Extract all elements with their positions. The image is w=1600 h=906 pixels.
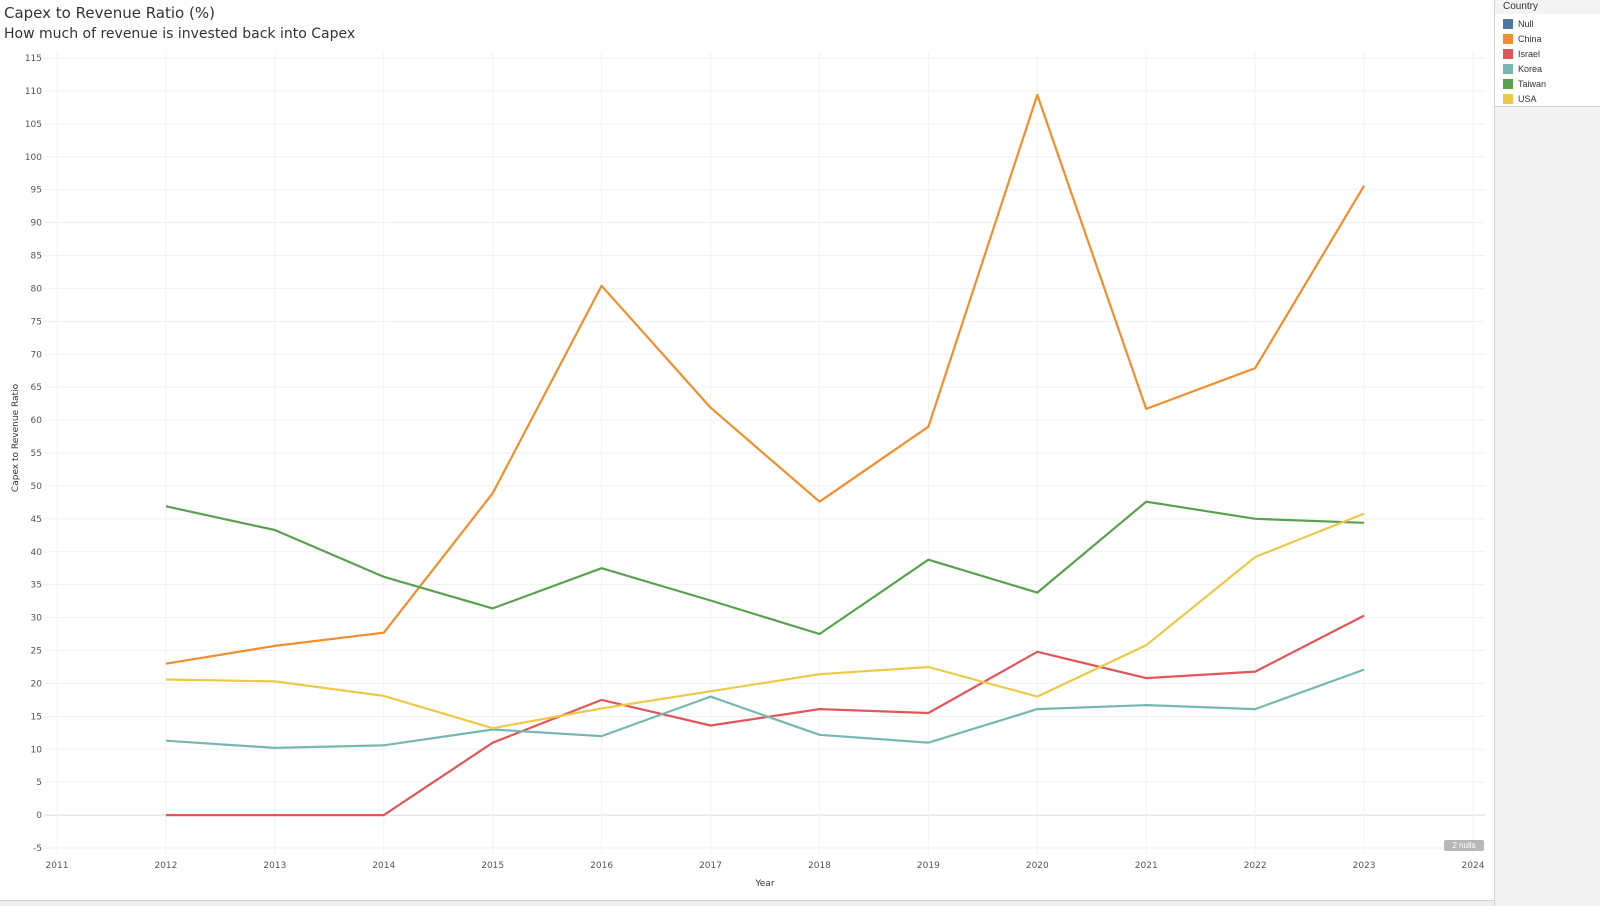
legend-label: USA xyxy=(1518,94,1537,104)
y-tick-label: 105 xyxy=(25,120,42,130)
y-tick-label: 25 xyxy=(31,647,42,657)
chart-title: Capex to Revenue Ratio (%) xyxy=(4,4,215,22)
legend-item-null[interactable]: Null xyxy=(1503,18,1534,30)
y-axis-tick-labels: -5 0 5 10 15 20 25 30 35 40 45 50 55 60 65 70 75 80 85 90 95… xyxy=(25,54,42,854)
y-tick-label: 45 xyxy=(31,515,42,525)
x-tick-label: 2017 xyxy=(699,861,722,871)
x-tick-label: 2014 xyxy=(372,861,395,871)
bottom-scrollbar[interactable] xyxy=(0,900,1494,906)
y-tick-label: 20 xyxy=(31,679,43,689)
x-tick-label: 2011 xyxy=(46,861,69,871)
y-tick-label: 30 xyxy=(31,614,43,624)
y-tick-label: 75 xyxy=(31,317,42,327)
x-tick-label: 2019 xyxy=(917,861,940,871)
y-tick-label: 95 xyxy=(31,186,42,196)
y-tick-label: 5 xyxy=(36,778,42,788)
x-tick-label: 2013 xyxy=(263,861,286,871)
y-tick-label: 90 xyxy=(31,219,43,229)
y-tick-label: 0 xyxy=(36,811,42,821)
legend-label: Korea xyxy=(1518,64,1543,74)
series-line-usa[interactable] xyxy=(165,512,1365,730)
y-tick-label: 115 xyxy=(25,54,42,64)
y-tick-label: 15 xyxy=(31,712,42,722)
series-line-china[interactable] xyxy=(165,93,1366,665)
nulls-indicator-badge[interactable]: 2 nulls xyxy=(1444,840,1484,851)
line-chart: -5 0 5 10 15 20 25 30 35 40 45 50 55 60 65 70 75 80 85 90 95… xyxy=(11,52,1485,889)
legend-label: Israel xyxy=(1518,49,1541,59)
y-tick-label: 110 xyxy=(25,87,42,97)
legend: Country Null China Israel Korea Taiwan USA xyxy=(1494,0,1600,107)
legend-label: China xyxy=(1518,34,1542,44)
x-tick-label: 2016 xyxy=(590,861,613,871)
y-tick-label: 100 xyxy=(25,153,42,163)
series-line-korea[interactable] xyxy=(165,668,1365,750)
x-tick-label: 2021 xyxy=(1135,861,1158,871)
legend-swatch xyxy=(1503,94,1513,104)
legend-swatch xyxy=(1503,64,1513,74)
y-tick-label: 55 xyxy=(31,449,42,459)
legend-header xyxy=(1495,0,1600,14)
legend-item-usa[interactable]: USA xyxy=(1503,93,1537,105)
x-axis-tick-labels: 2011 2012 2013 2014 2015 2016 2017 2018 2019 2020… xyxy=(46,861,1485,871)
y-tick-label: 35 xyxy=(31,581,42,591)
y-tick-label: 65 xyxy=(31,383,42,393)
x-tick-label: 2012 xyxy=(154,861,177,871)
legend-item-china[interactable]: China xyxy=(1503,33,1542,45)
y-tick-label: 80 xyxy=(31,284,43,294)
legend-item-korea[interactable]: Korea xyxy=(1503,63,1542,75)
x-tick-label: 2024 xyxy=(1462,861,1485,871)
y-tick-label: 70 xyxy=(31,350,43,360)
chart-subtitle: How much of revenue is invested back int… xyxy=(4,26,356,42)
legend-item-israel[interactable]: Israel xyxy=(1503,48,1540,60)
y-tick-label: 50 xyxy=(31,482,43,492)
x-tick-label: 2018 xyxy=(808,861,831,871)
x-tick-label: 2022 xyxy=(1244,861,1267,871)
grid-lines xyxy=(44,52,1485,855)
x-tick-label: 2015 xyxy=(481,861,504,871)
legend-swatch xyxy=(1503,79,1513,89)
y-tick-label: 10 xyxy=(31,745,43,755)
x-tick-label: 2020 xyxy=(1026,861,1049,871)
right-side-panel xyxy=(1494,107,1600,906)
x-axis-title: Year xyxy=(754,879,774,889)
series-line-taiwan[interactable] xyxy=(165,500,1365,636)
legend-title: Country xyxy=(1503,1,1539,12)
series-line-israel[interactable] xyxy=(165,614,1365,817)
y-tick-label: 85 xyxy=(31,252,42,262)
series-lines xyxy=(165,93,1366,817)
legend-label: Null xyxy=(1518,19,1534,29)
y-axis-title: Capex to Revenue Ratio xyxy=(11,383,21,492)
y-tick-label: 40 xyxy=(31,548,43,558)
legend-swatch xyxy=(1503,19,1513,29)
y-tick-label: -5 xyxy=(33,844,42,854)
legend-item-taiwan[interactable]: Taiwan xyxy=(1503,78,1546,90)
legend-swatch xyxy=(1503,34,1513,44)
y-tick-label: 60 xyxy=(31,416,43,426)
legend-label: Taiwan xyxy=(1518,79,1547,89)
legend-swatch xyxy=(1503,49,1513,59)
x-tick-label: 2023 xyxy=(1353,861,1376,871)
